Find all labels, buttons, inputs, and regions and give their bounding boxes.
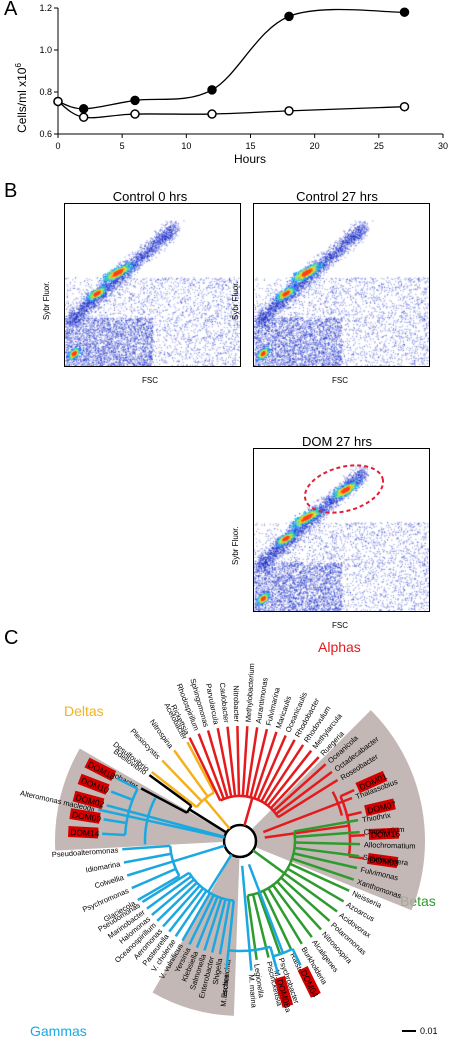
data-point-open xyxy=(284,106,294,116)
data-point-filled xyxy=(78,104,89,114)
data-point-filled xyxy=(399,7,410,17)
taxon-label: Nitrobacter xyxy=(231,685,241,722)
flow-xlabel-1: FSC xyxy=(332,376,348,385)
scale-bar-label: 0.01 xyxy=(420,1026,438,1036)
y-tick-label: 1.0 xyxy=(39,45,52,55)
data-point-filled xyxy=(207,85,217,95)
svg-text:DOM09: DOM09 xyxy=(71,809,102,824)
flow-ylabel-1: Sybr Fluor. xyxy=(231,281,240,320)
y-tick-label: 1.2 xyxy=(39,3,52,13)
y-axis-label: Cells/ml x106 xyxy=(14,63,29,133)
x-tick-label: 25 xyxy=(374,141,384,151)
taxon-label: M. marina xyxy=(247,974,259,1009)
series-line-filled xyxy=(57,8,405,110)
flow-xlabel-2: FSC xyxy=(332,621,348,630)
x-tick-label: 5 xyxy=(120,141,125,151)
group-label-alphas: Alphas xyxy=(318,639,361,655)
panel-label-a: A xyxy=(4,0,18,20)
flow-xlabel-0: FSC xyxy=(142,376,158,385)
flow-ylabel-0: Sybr Fluor. xyxy=(42,281,51,320)
dom-taxon-label: DOM16 xyxy=(368,827,401,840)
flow-plot-control-27 xyxy=(253,203,430,367)
x-tick-label: 10 xyxy=(181,141,191,151)
group-label-deltas: Deltas xyxy=(64,703,104,719)
panel-label-b: B xyxy=(4,180,18,202)
svg-text:DOM14: DOM14 xyxy=(70,827,100,839)
x-tick-label: 0 xyxy=(55,141,60,151)
x-axis-label: Hours xyxy=(234,152,266,166)
flow-plot-dom-27 xyxy=(253,448,430,612)
panel-label-c: C xyxy=(4,627,19,649)
flow-plot-control-0 xyxy=(64,203,241,367)
flow-ylabel-2: Sybr Fluor. xyxy=(231,526,240,565)
taxon-label: Escherichia xyxy=(220,958,233,998)
series-line-open xyxy=(57,100,405,119)
dom-taxon-label: DOM14 xyxy=(67,826,100,839)
svg-text:DOM16: DOM16 xyxy=(371,829,401,840)
taxon-label: Methylobacterium xyxy=(244,663,257,723)
y-tick-label: 0.6 xyxy=(39,129,52,139)
alphas-branches: RickettsiaRhodospirillumSphingomonasParv… xyxy=(169,663,381,826)
taxon-label: Caulobacter xyxy=(218,682,231,724)
taxon-label: Allochromatium xyxy=(364,840,416,850)
x-tick-label: 30 xyxy=(438,141,448,151)
phylogenetic-tree: Alphas Deltas Betas Gammas 0.01 Helicoba… xyxy=(19,639,438,1039)
data-point-filled xyxy=(130,95,140,106)
dom-gate-outline xyxy=(303,464,385,514)
data-point-open xyxy=(78,112,89,122)
taxon-label: M. arctica xyxy=(219,973,231,1007)
data-point-open xyxy=(130,109,140,119)
group-label-gammas: Gammas xyxy=(30,1023,87,1039)
data-point-filled xyxy=(284,11,294,22)
tree-root xyxy=(222,823,258,859)
flow-title-control-0: Control 0 hrs xyxy=(112,189,188,204)
data-point-open xyxy=(53,96,63,107)
data-point-open xyxy=(399,101,410,112)
x-tick-label: 15 xyxy=(245,141,255,151)
data-point-open xyxy=(207,109,217,119)
taxon-label: Idiomarina xyxy=(85,859,122,874)
gammas-lower-branches: EscherichiaShigellaEnterobacterSalmonell… xyxy=(96,853,235,999)
dom-taxon-label: DOM09 xyxy=(69,808,102,824)
svg-text:DOM03: DOM03 xyxy=(369,854,400,868)
growth-line-chart: Cells/ml x106 Hours 0 5 10 15 20 25 30 0.6 0.8 1.… xyxy=(14,3,448,166)
taxon-label: Chromatium xyxy=(363,825,404,837)
flow-title-control-27: Control 27 hrs xyxy=(296,189,378,204)
dom-taxon-label: DOM03 xyxy=(367,853,400,868)
y-tick-label: 0.8 xyxy=(39,87,52,97)
flow-title-dom-27: DOM 27 hrs xyxy=(301,434,373,449)
x-tick-label: 20 xyxy=(310,141,320,151)
